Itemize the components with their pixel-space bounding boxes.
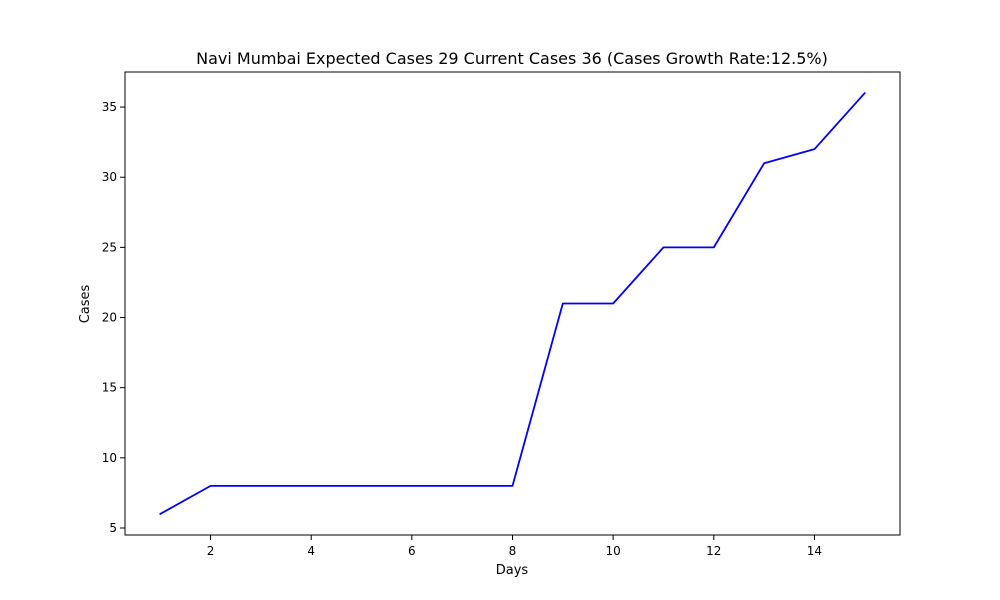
y-tick-label: 5 [109,521,117,535]
x-tick-label: 6 [408,544,416,558]
x-tick-label: 4 [307,544,315,558]
y-tick-label: 10 [102,451,117,465]
x-tick-label: 12 [706,544,721,558]
x-tick-label: 14 [807,544,822,558]
x-tick-label: 10 [606,544,621,558]
x-axis-label: Days [496,563,529,578]
x-tick-label: 8 [509,544,517,558]
series-layer [159,92,866,515]
y-tick-label: 25 [102,240,117,254]
y-tick-label: 35 [102,100,117,114]
x-tick-label: 2 [207,544,215,558]
y-tick-label: 15 [102,381,117,395]
y-axis-label: Cases [78,284,93,323]
chart-title: Navi Mumbai Expected Cases 29 Current Ca… [196,49,828,68]
y-axis: 5 10 15 20 25 30 35 [102,100,125,535]
y-tick-label: 30 [102,170,117,184]
y-tick-label: 20 [102,311,117,325]
x-axis: 2 4 6 8 10 12 14 [207,535,822,558]
series-line [159,92,866,515]
plot-area-frame [124,71,901,536]
